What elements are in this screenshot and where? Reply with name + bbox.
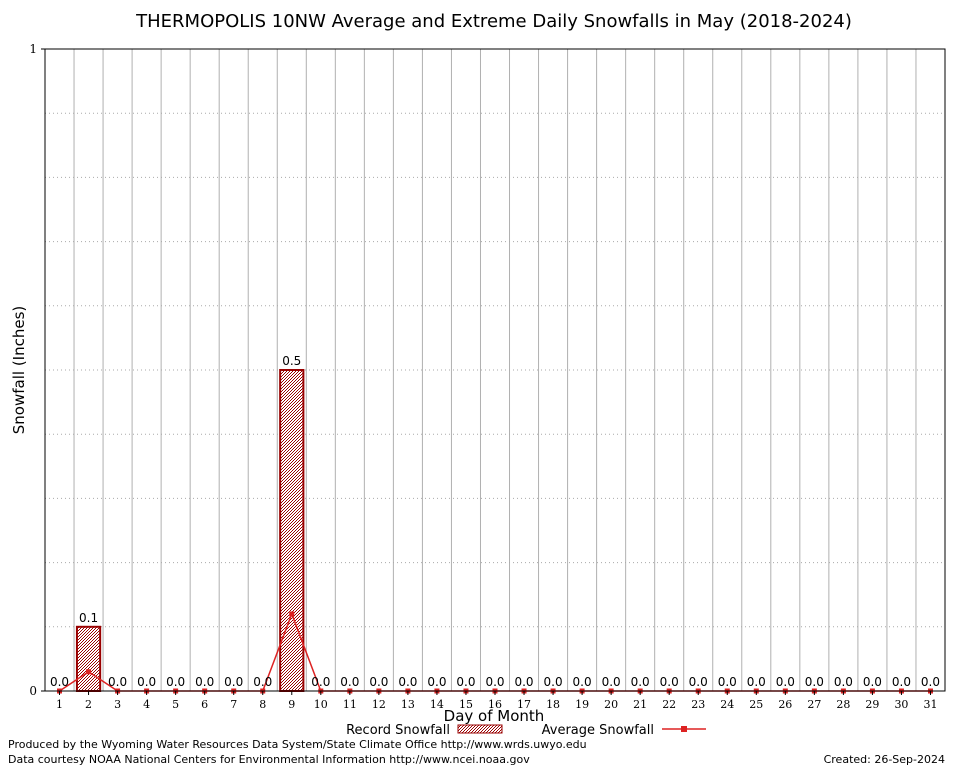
x-tick-label: 11 <box>343 698 357 711</box>
bar-value-label: 0.0 <box>195 675 214 689</box>
x-tick-label: 15 <box>459 698 473 711</box>
bar-value-label: 0.0 <box>660 675 679 689</box>
x-tick-label: 31 <box>923 698 937 711</box>
y-axis-label: Snowfall (Inches) <box>10 306 28 434</box>
x-tick-label: 10 <box>314 698 328 711</box>
x-tick-label: 9 <box>288 698 295 711</box>
tick-layer: 1 2 3 4 5 6 7 8 9 10 11 12 13 14 15 16 17 18 19 20 21 22 23 24 2… <box>29 42 937 711</box>
x-tick-label: 16 <box>488 698 502 711</box>
x-tick-label: 26 <box>778 698 792 711</box>
x-tick-label: 19 <box>575 698 589 711</box>
bar-value-label: 0.0 <box>485 675 504 689</box>
legend: Record Snowfall Average Snowfall <box>346 723 706 738</box>
x-tick-label: 22 <box>662 698 676 711</box>
bar-value-label: 0.0 <box>573 675 592 689</box>
bar-value-label: 0.0 <box>50 675 69 689</box>
x-tick-label: 20 <box>604 698 618 711</box>
average-point <box>289 611 295 617</box>
x-tick-label: 1 <box>56 698 63 711</box>
x-tick-label: 21 <box>633 698 647 711</box>
bar-value-label: 0.0 <box>892 675 911 689</box>
bar-value-label: 0.0 <box>921 675 940 689</box>
average-point <box>86 669 92 675</box>
data-label-layer: 0.0 0.1 0.0 0.0 0.0 0.0 0.0 0.0 0.5 0.0 0.0 0.0 0.0 0… <box>50 354 940 689</box>
record-bar <box>75 625 102 692</box>
x-tick-label: 12 <box>372 698 386 711</box>
x-tick-label: 7 <box>230 698 237 711</box>
grid-layer <box>45 49 945 691</box>
footer-source: Data courtesy NOAA National Centers for … <box>8 753 530 766</box>
bar-value-label: 0.0 <box>863 675 882 689</box>
chart-title: THERMOPOLIS 10NW Average and Extreme Dai… <box>135 11 852 32</box>
x-tick-label: 30 <box>894 698 908 711</box>
x-tick-label: 3 <box>114 698 121 711</box>
bar-value-label: 0.0 <box>689 675 708 689</box>
x-tick-label: 14 <box>430 698 444 711</box>
bar-value-label: 0.0 <box>137 675 156 689</box>
bar-value-label: 0.0 <box>224 675 243 689</box>
bar-value-label: 0.0 <box>311 675 330 689</box>
x-tick-label: 8 <box>259 698 266 711</box>
bar-value-label: 0.1 <box>79 611 98 625</box>
legend-record-label: Record Snowfall <box>346 723 450 738</box>
x-tick-label: 13 <box>401 698 415 711</box>
bar-value-label: 0.0 <box>747 675 766 689</box>
x-tick-label: 2 <box>85 698 92 711</box>
x-tick-label: 6 <box>201 698 208 711</box>
x-tick-label: 24 <box>720 698 734 711</box>
x-tick-label: 17 <box>517 698 531 711</box>
legend-average-marker <box>681 726 687 732</box>
x-tick-label: 18 <box>546 698 560 711</box>
bar-value-label: 0.0 <box>834 675 853 689</box>
x-tick-label: 28 <box>836 698 850 711</box>
bar-value-label: 0.0 <box>805 675 824 689</box>
bar-value-label: 0.0 <box>369 675 388 689</box>
bar-value-label: 0.0 <box>514 675 533 689</box>
bar-value-label: 0.0 <box>253 675 272 689</box>
footer-producer: Produced by the Wyoming Water Resources … <box>8 738 587 751</box>
bar-value-label: 0.0 <box>718 675 737 689</box>
y-tick-label: 0 <box>29 684 37 698</box>
bar-value-label: 0.5 <box>282 354 301 368</box>
bar-value-label: 0.0 <box>544 675 563 689</box>
footer-created: Created: 26-Sep-2024 <box>824 753 945 766</box>
bar-value-label: 0.0 <box>602 675 621 689</box>
x-tick-label: 25 <box>749 698 763 711</box>
x-tick-label: 23 <box>691 698 705 711</box>
bar-value-label: 0.0 <box>631 675 650 689</box>
legend-average-label: Average Snowfall <box>542 723 654 738</box>
bar-value-label: 0.0 <box>456 675 475 689</box>
x-tick-label: 29 <box>865 698 879 711</box>
bar-value-label: 0.0 <box>398 675 417 689</box>
bar-value-label: 0.0 <box>108 675 127 689</box>
record-bar <box>279 369 305 692</box>
bar-value-label: 0.0 <box>340 675 359 689</box>
legend-record-swatch <box>457 724 503 734</box>
x-axis-label: Day of Month <box>444 707 545 725</box>
bar-value-label: 0.0 <box>166 675 185 689</box>
bar-value-label: 0.0 <box>427 675 446 689</box>
x-tick-label: 4 <box>143 698 150 711</box>
bar-value-label: 0.0 <box>776 675 795 689</box>
x-tick-label: 27 <box>807 698 821 711</box>
x-tick-label: 5 <box>172 698 179 711</box>
y-tick-label: 1 <box>29 42 37 56</box>
